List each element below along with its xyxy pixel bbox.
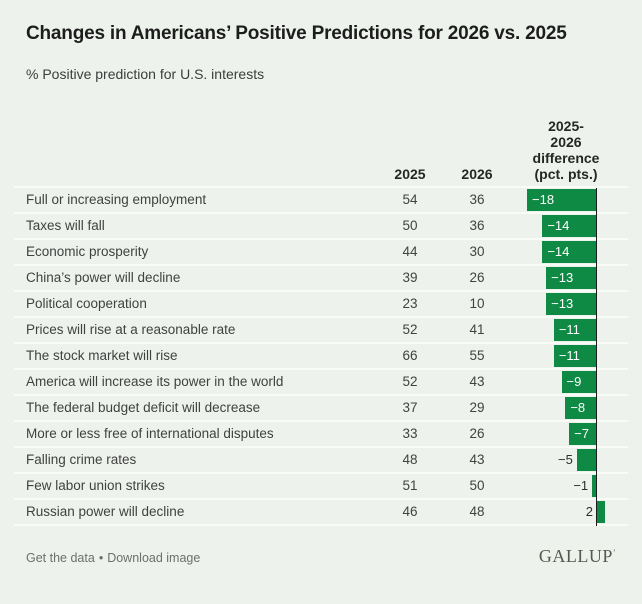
difference-bar xyxy=(542,241,596,263)
difference-value: −11 xyxy=(558,322,580,337)
value-2025: 52 xyxy=(402,322,418,337)
difference-value: −11 xyxy=(558,348,580,363)
column-header-2026: 2026 xyxy=(461,166,493,182)
value-2026: 26 xyxy=(469,270,485,285)
table-row: The federal budget deficit will decrease… xyxy=(14,396,628,422)
difference-bar xyxy=(546,293,596,315)
table-row: Falling crime rates 48 43 −5 xyxy=(14,448,628,474)
difference-value: −18 xyxy=(532,192,555,207)
row-label: Falling crime rates xyxy=(26,452,137,467)
table-row: Prices will rise at a reasonable rate 52 4… xyxy=(14,318,628,344)
row-label: Political cooperation xyxy=(26,296,147,311)
row-label: Taxes will fall xyxy=(26,218,105,233)
difference-value: −7 xyxy=(574,426,589,441)
table-row: More or less free of international dispu… xyxy=(14,422,628,448)
row-label: Few labor union strikes xyxy=(26,478,165,493)
difference-bar xyxy=(542,215,596,237)
bullet-separator: • xyxy=(98,551,104,565)
gallup-logo: GALLUP’ xyxy=(538,546,616,566)
difference-bar xyxy=(527,189,596,211)
table-row: The stock market will rise 66 55 −11 xyxy=(14,344,628,370)
value-2025: 44 xyxy=(402,244,418,259)
row-label: Economic prosperity xyxy=(26,244,149,259)
table-row: Full or increasing employment 54 36 −18 xyxy=(14,188,628,214)
table-row: Taxes will fall 50 36 −14 xyxy=(14,214,628,240)
column-header-difference: 2025- 2026 difference (pct. pts.) xyxy=(532,118,600,182)
difference-value: −13 xyxy=(551,270,574,285)
table-row: Few labor union strikes 51 50 −1 xyxy=(14,474,628,500)
value-2025: 37 xyxy=(402,400,418,415)
table-header: 2025 2026 2025- 2026 difference (pct. pt… xyxy=(14,116,628,188)
row-label: America will increase its power in the w… xyxy=(26,374,284,389)
row-label: Russian power will decline xyxy=(26,504,185,519)
table-row: America will increase its power in the w… xyxy=(14,370,628,396)
difference-value: −13 xyxy=(551,296,574,311)
page-title: Changes in Americans’ Positive Predictio… xyxy=(26,23,567,44)
value-2025: 33 xyxy=(402,426,418,441)
table-rows: Full or increasing employment 54 36 −18 Taxe… xyxy=(14,188,628,526)
row-label: The stock market will rise xyxy=(26,348,178,363)
chart-subtitle: % Positive prediction for U.S. interests xyxy=(26,66,265,82)
difference-value: −5 xyxy=(558,452,573,467)
difference-value: −1 xyxy=(573,478,589,493)
difference-bar xyxy=(553,345,596,367)
value-2026: 50 xyxy=(469,478,485,493)
difference-bar xyxy=(561,371,596,393)
footer-links: Get the data • Download image xyxy=(26,551,200,565)
difference-bar xyxy=(553,319,596,341)
value-2025: 52 xyxy=(402,374,418,389)
column-header-2025: 2025 xyxy=(394,166,426,182)
value-2026: 36 xyxy=(469,192,485,207)
trademark-mark: ’ xyxy=(612,548,616,557)
difference-value: 2 xyxy=(585,504,593,519)
value-2025: 46 xyxy=(402,504,418,519)
value-2025: 48 xyxy=(402,452,418,467)
table-row: Economic prosperity 44 30 −14 xyxy=(14,240,628,266)
value-2026: 29 xyxy=(469,400,485,415)
row-label: The federal budget deficit will decrease xyxy=(26,400,261,415)
row-label: Prices will rise at a reasonable rate xyxy=(26,322,236,337)
row-label: More or less free of international dispu… xyxy=(26,426,274,441)
value-2026: 41 xyxy=(469,322,485,337)
table-row: China’s power will decline 39 26 −13 xyxy=(14,266,628,292)
difference-bar xyxy=(565,397,596,419)
difference-value: −14 xyxy=(547,218,570,233)
value-2026: 43 xyxy=(469,452,485,467)
difference-bar xyxy=(546,267,596,289)
value-2025: 66 xyxy=(402,348,418,363)
row-label: China’s power will decline xyxy=(26,270,181,285)
value-2025: 39 xyxy=(402,270,418,285)
value-2026: 48 xyxy=(469,504,485,519)
difference-value: −9 xyxy=(566,374,582,389)
value-2026: 43 xyxy=(469,374,485,389)
row-label: Full or increasing employment xyxy=(26,192,207,207)
value-2026: 10 xyxy=(469,296,485,311)
footer: Get the data • Download image GALLUP’ xyxy=(26,546,616,567)
table-row: Political cooperation 23 10 −13 xyxy=(14,292,628,318)
get-the-data-link[interactable]: Get the data xyxy=(26,551,95,565)
value-2026: 36 xyxy=(469,218,485,233)
download-image-link[interactable]: Download image xyxy=(107,551,201,565)
value-2026: 26 xyxy=(469,426,485,441)
value-2025: 50 xyxy=(402,218,418,233)
difference-value: −14 xyxy=(547,244,570,259)
value-2025: 51 xyxy=(402,478,418,493)
difference-value: −8 xyxy=(570,400,586,415)
difference-bar xyxy=(592,475,596,497)
value-2025: 54 xyxy=(402,192,418,207)
value-2025: 23 xyxy=(402,296,418,311)
table-row: Russian power will decline 46 48 2 xyxy=(14,500,628,526)
difference-bar xyxy=(569,423,596,445)
zero-baseline xyxy=(596,188,597,526)
predictions-table: 2025 2026 2025- 2026 difference (pct. pt… xyxy=(14,116,628,526)
value-2026: 30 xyxy=(469,244,485,259)
difference-bar xyxy=(576,449,596,471)
value-2026: 55 xyxy=(469,348,485,363)
difference-bar xyxy=(597,501,605,523)
